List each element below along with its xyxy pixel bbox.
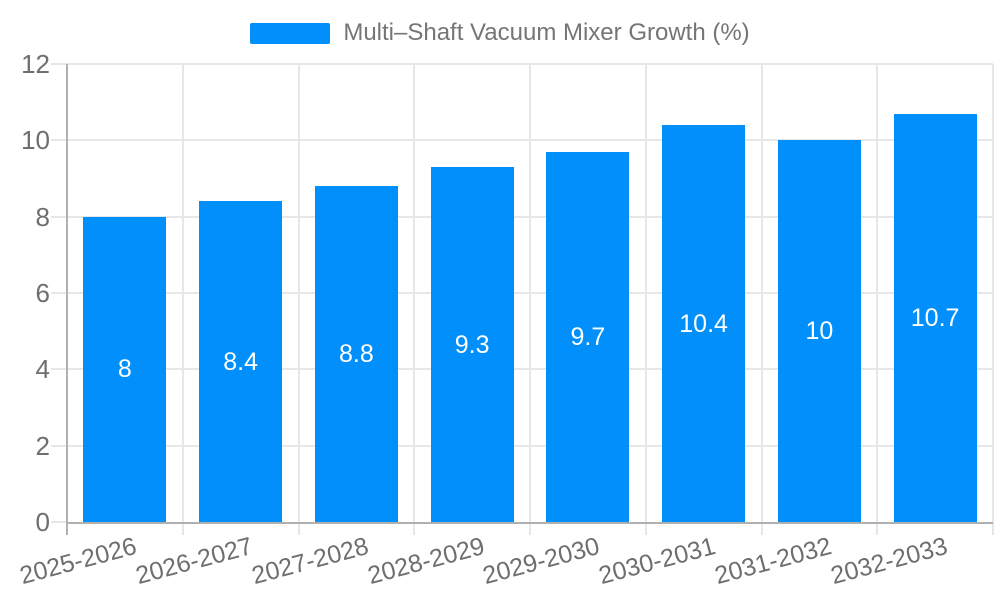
y-tick-mark xyxy=(51,63,67,65)
y-tick-mark xyxy=(51,521,67,523)
v-gridline xyxy=(644,64,647,535)
legend-item[interactable]: Multi–Shaft Vacuum Mixer Growth (%) xyxy=(0,20,1000,46)
x-axis-tick-label: 2029-2030 xyxy=(480,532,603,591)
v-gridline xyxy=(760,64,763,535)
bar-value-label: 8.4 xyxy=(223,347,258,376)
bar-value-label: 9.7 xyxy=(570,322,606,351)
bar-value-label: 8 xyxy=(117,355,132,384)
bar-2025-2026[interactable]: 8 xyxy=(83,216,167,522)
y-axis-tick-label: 4 xyxy=(35,354,50,385)
legend-swatch xyxy=(250,22,331,44)
legend-label: Multi–Shaft Vacuum Mixer Growth (%) xyxy=(343,19,750,46)
x-axis-tick-label: 2030-2031 xyxy=(595,532,719,591)
v-gridline xyxy=(413,64,416,535)
y-tick-mark xyxy=(51,368,67,371)
y-axis-tick-label: 0 xyxy=(35,507,50,537)
bar-value-label: 10 xyxy=(805,317,834,346)
bar-value-label: 10.4 xyxy=(679,309,728,338)
bar-2032-2033[interactable]: 10.7 xyxy=(893,113,977,522)
v-gridline xyxy=(876,64,879,535)
y-tick-mark xyxy=(51,215,67,218)
x-axis-tick-label: 2032-2033 xyxy=(827,532,951,591)
y-axis-tick-label: 2 xyxy=(35,430,50,461)
bar-2029-2030[interactable]: 9.7 xyxy=(546,151,630,522)
v-gridline xyxy=(297,64,300,535)
y-axis-tick-label: 10 xyxy=(21,125,50,156)
y-axis-line xyxy=(66,64,68,535)
y-tick-mark xyxy=(51,139,67,142)
v-gridline xyxy=(992,64,994,535)
x-axis-tick-label: 2031-2032 xyxy=(711,532,835,591)
bar-2027-2028[interactable]: 8.8 xyxy=(314,186,398,522)
y-axis-tick-label: 8 xyxy=(35,201,50,232)
x-axis-tick-label: 2027-2028 xyxy=(248,532,372,591)
bar-2026-2027[interactable]: 8.4 xyxy=(199,201,283,522)
bar-value-label: 8.8 xyxy=(338,340,374,369)
bar-2031-2032[interactable]: 10 xyxy=(777,140,861,522)
bar-2030-2031[interactable]: 10.4 xyxy=(662,125,746,522)
v-gridline xyxy=(529,64,531,535)
bar-value-label: 9.3 xyxy=(454,330,490,359)
y-tick-mark xyxy=(51,292,67,294)
y-axis-tick-label: 6 xyxy=(35,278,50,308)
y-axis-tick-label: 12 xyxy=(21,49,50,79)
bar-2028-2029[interactable]: 9.3 xyxy=(430,167,514,522)
x-axis-tick-label: 2028-2029 xyxy=(364,532,488,591)
x-axis-line xyxy=(67,522,993,524)
bar-value-label: 10.7 xyxy=(910,303,960,332)
x-axis-tick-label: 2025-2026 xyxy=(17,532,140,591)
v-gridline xyxy=(181,64,184,535)
y-tick-mark xyxy=(51,444,67,447)
x-axis-tick-label: 2026-2027 xyxy=(132,532,256,591)
